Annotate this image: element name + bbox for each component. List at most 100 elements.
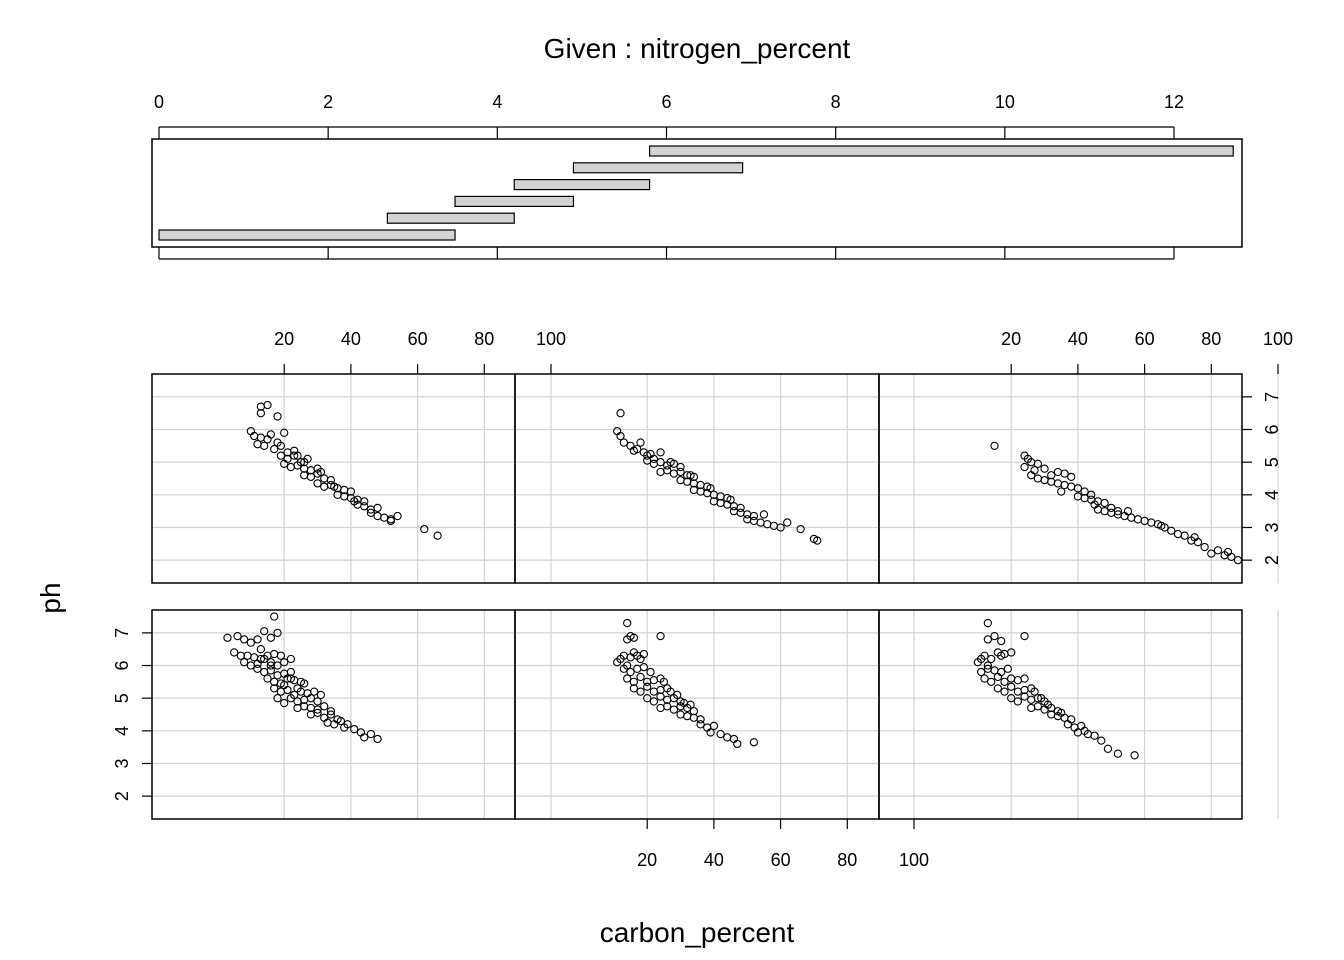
data-point [636,687,645,696]
data-point [686,700,695,709]
data-point [1067,482,1076,491]
data-point [270,649,279,659]
data-point [616,431,625,441]
data-point [666,458,675,467]
data-point [723,733,732,742]
data-point [636,438,645,447]
data-point [1003,664,1013,673]
data-point [273,694,282,703]
data-point [649,697,659,706]
data-point [686,471,695,480]
x-tick-label: 60 [408,329,428,349]
given-interval-bar [648,145,1234,157]
data-point [1013,687,1023,696]
data-point [350,497,359,506]
data-point [656,703,665,713]
data-point [1130,751,1139,760]
data-point [997,636,1006,646]
data-point [366,729,376,739]
data-point [639,649,649,659]
data-point [260,654,269,664]
data-point [749,511,759,521]
data-point [977,667,986,677]
data-point [1123,507,1133,516]
given-tick-label: 2 [323,92,333,112]
x-tick-label: 80 [474,329,494,349]
scatter-panel [878,373,1279,584]
data-point [330,720,339,729]
x-tick-label: 20 [274,329,294,349]
scatter-panel [151,609,552,820]
data-point [290,451,299,460]
data-point [1027,695,1036,704]
y-tick-label: 3 [112,758,132,768]
data-point [623,674,632,683]
data-point [676,710,685,719]
data-point [300,458,309,467]
data-point [1107,503,1116,513]
data-point [273,412,282,421]
data-point [669,705,679,714]
data-point [240,658,249,667]
data-point [1020,692,1029,701]
data-point [1097,736,1106,745]
data-point [326,710,336,719]
data-point [763,520,772,529]
data-point [1147,518,1156,527]
data-point [656,467,665,477]
given-interval-bar [454,195,575,207]
given-tick-label: 8 [831,92,841,112]
scatter-panel [514,373,915,584]
given-interval-bar [572,162,744,174]
data-point [273,628,282,638]
data-point [1037,694,1046,703]
data-point [313,479,322,488]
data-point [990,441,999,450]
data-point [649,459,659,468]
data-point [1080,726,1089,735]
data-point [386,515,396,524]
data-point [1167,526,1176,535]
data-point [326,707,336,716]
data-point [643,694,652,703]
x-tick-label: 40 [1068,329,1088,349]
data-point [733,739,742,749]
data-point [1053,467,1063,477]
data-point [326,475,336,485]
data-point [759,510,769,519]
data-point [783,518,792,527]
x-tick-label: 60 [1135,329,1155,349]
data-point [1200,542,1209,552]
data-point [736,508,745,517]
data-point [1207,549,1216,558]
data-point [360,733,369,742]
data-point [743,515,752,524]
data-point [1080,487,1089,496]
data-point [293,451,302,460]
panel-y-axis: 2 3 4 5 6 7 [1242,392,1282,565]
data-point [623,618,632,628]
data-point [1027,471,1036,480]
data-point [223,633,232,642]
data-point [1047,471,1056,480]
data-point [280,428,289,437]
data-point [280,658,289,667]
panel-x-axis: 20 40 60 80 100 [274,329,566,374]
given-tick-label: 4 [492,92,502,112]
data-point [643,682,652,691]
scatter-panel [878,609,1279,820]
data-point [676,462,685,472]
data-point [420,524,429,534]
data-point [276,441,286,450]
data-point [749,738,759,747]
data-point [1007,694,1016,703]
data-point [266,430,276,439]
data-point [749,516,759,526]
data-point [673,690,682,700]
x-tick-label: 100 [899,850,929,870]
data-point [330,482,339,491]
data-point [796,524,805,534]
data-point [1180,531,1189,540]
x-tick-label: 20 [637,850,657,870]
